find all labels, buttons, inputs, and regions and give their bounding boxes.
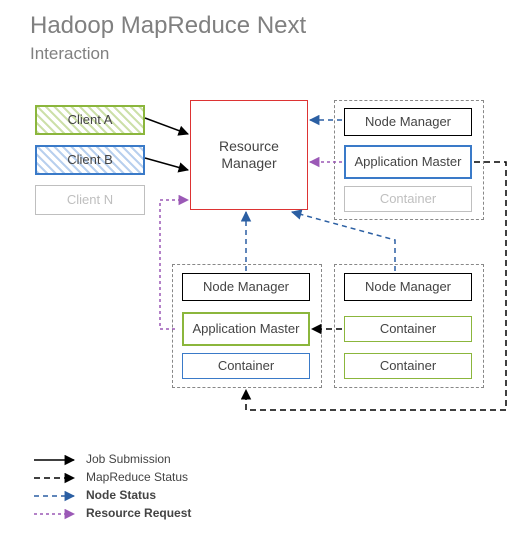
g1-application-master: Application Master bbox=[344, 145, 472, 179]
legend-label: Node Status bbox=[86, 488, 156, 502]
client-a-box: Client A bbox=[35, 105, 145, 135]
client-b-box: Client B bbox=[35, 145, 145, 175]
client-n-box: Client N bbox=[35, 185, 145, 215]
page-subtitle: Interaction bbox=[30, 44, 109, 64]
resource-manager-box: Resource Manager bbox=[190, 100, 308, 210]
page-title: Hadoop MapReduce Next bbox=[30, 12, 306, 40]
g2-container: Container bbox=[182, 353, 310, 379]
g2-node-manager: Node Manager bbox=[182, 273, 310, 301]
arrow bbox=[292, 212, 395, 271]
arrow bbox=[145, 118, 188, 134]
g3-node-manager: Node Manager bbox=[344, 273, 472, 301]
g1-node-manager: Node Manager bbox=[344, 108, 472, 136]
legend-label: Job Submission bbox=[86, 452, 171, 466]
g1-container: Container bbox=[344, 186, 472, 212]
arrow bbox=[145, 158, 188, 170]
g3-container-2: Container bbox=[344, 353, 472, 379]
legend-label: Resource Request bbox=[86, 506, 191, 520]
legend-label: MapReduce Status bbox=[86, 470, 188, 484]
g2-application-master: Application Master bbox=[182, 312, 310, 346]
g3-container-1: Container bbox=[344, 316, 472, 342]
